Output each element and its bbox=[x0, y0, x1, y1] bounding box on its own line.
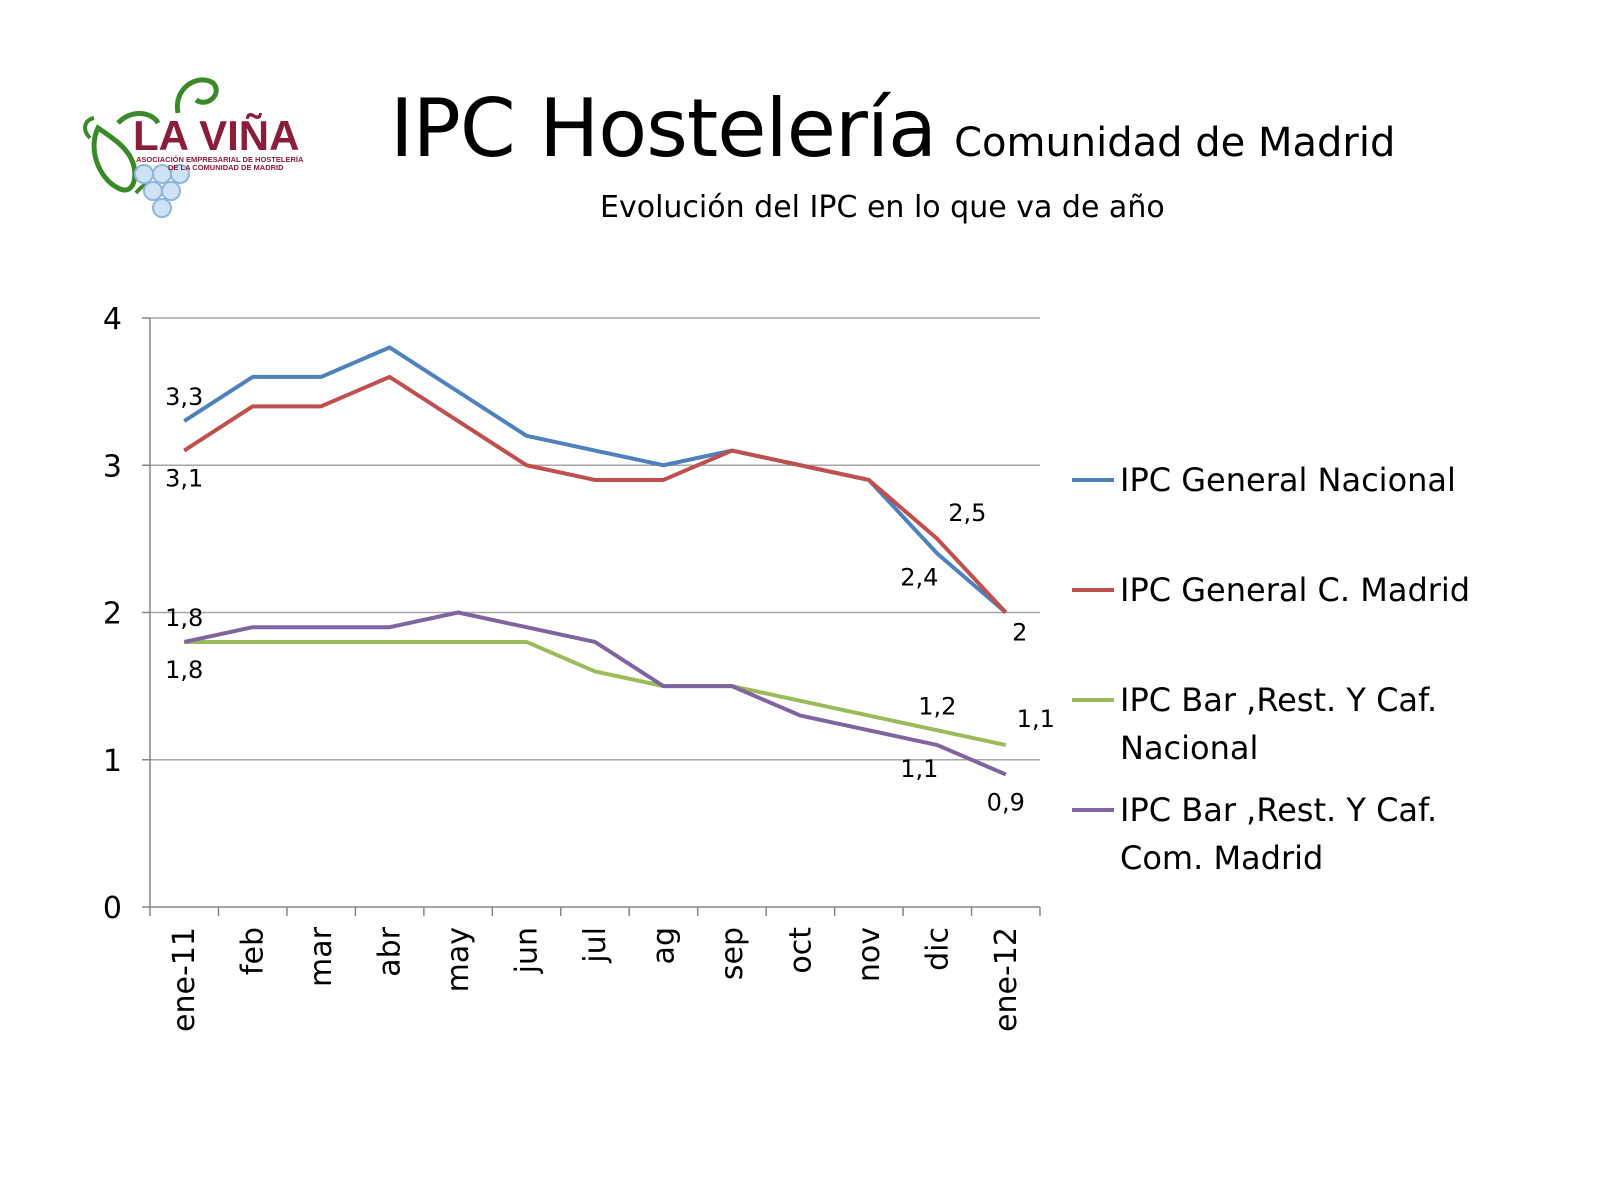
y-tick-label: 2 bbox=[103, 597, 122, 632]
x-tick-label: ene-11 bbox=[167, 927, 202, 1032]
la-vina-logo: LA VIÑA ASOCIACIÓN EMPRESARIAL DE HOSTEL… bbox=[83, 77, 304, 218]
data-label: 3,3 bbox=[165, 383, 203, 411]
legend-label-2: IPC Bar ,Rest. Y Caf. bbox=[1120, 681, 1437, 719]
series-line-3 bbox=[183, 610, 1007, 777]
legend-label-1: IPC General C. Madrid bbox=[1120, 571, 1470, 609]
x-tick-label: ene-12 bbox=[989, 927, 1024, 1032]
data-label: 2,5 bbox=[948, 499, 986, 527]
logo-wordmark: LA VIÑA bbox=[133, 112, 299, 159]
x-tick-label: nov bbox=[852, 927, 887, 982]
gridlines bbox=[150, 317, 1040, 761]
logo-tagline-2: DE LA COMUNIDAD DE MADRID bbox=[168, 163, 284, 172]
legend-label-3: Com. Madrid bbox=[1120, 839, 1323, 877]
x-tick-label: sep bbox=[715, 927, 750, 980]
x-tick-label: may bbox=[441, 927, 476, 992]
legend-label-0: IPC General Nacional bbox=[1120, 461, 1456, 499]
y-tick-label: 4 bbox=[103, 302, 122, 337]
data-label: 3,1 bbox=[165, 465, 203, 493]
x-tick-label: mar bbox=[304, 926, 339, 987]
legend-label-2: Nacional bbox=[1120, 729, 1258, 767]
logo-tagline-1: ASOCIACIÓN EMPRESARIAL DE HOSTELERÍA bbox=[136, 155, 304, 164]
data-label: 1,2 bbox=[918, 692, 956, 720]
y-tick-label: 0 bbox=[103, 891, 122, 926]
data-label: 2 bbox=[1012, 619, 1027, 647]
x-tick-label: ag bbox=[646, 927, 681, 964]
data-label: 1,1 bbox=[1017, 705, 1055, 733]
x-tick-label: dic bbox=[920, 927, 955, 971]
x-tick-label: jul bbox=[578, 927, 613, 964]
series-lines bbox=[183, 345, 1008, 777]
legend-label-3: IPC Bar ,Rest. Y Caf. bbox=[1120, 791, 1437, 829]
x-tick-label: feb bbox=[236, 927, 271, 975]
data-labels: 3,3 3,1 1,8 1,8 2,5 2,4 2 1,2 1,1 1,1 0,9 bbox=[165, 383, 1055, 816]
x-tick-label: abr bbox=[373, 926, 408, 976]
title-suffix: Comunidad de Madrid bbox=[954, 120, 1396, 166]
data-label: 0,9 bbox=[987, 788, 1025, 816]
data-label: 1,8 bbox=[165, 604, 203, 632]
title-main: IPC Hostelería bbox=[390, 82, 937, 175]
data-label: 1,1 bbox=[900, 755, 938, 783]
series-line-1 bbox=[183, 374, 1008, 614]
legend: IPC General Nacional IPC General C. Madri… bbox=[1072, 461, 1470, 877]
y-tick-label: 1 bbox=[103, 744, 122, 779]
y-tick-label: 3 bbox=[103, 449, 122, 484]
page-title: IPC Hostelería Comunidad de Madrid bbox=[390, 82, 1395, 175]
axes: 0 1 2 3 4 ene-11 feb mar abr may jun jul ag sep oct nov… bbox=[103, 302, 1041, 1032]
data-label: 2,4 bbox=[900, 564, 938, 592]
data-label: 1,8 bbox=[165, 656, 203, 684]
x-tick-label: oct bbox=[783, 927, 818, 974]
series-line-2 bbox=[184, 639, 1007, 747]
x-tick-label: jun bbox=[510, 927, 545, 974]
chart-subtitle: Evolución del IPC en lo que va de año bbox=[600, 190, 1165, 225]
